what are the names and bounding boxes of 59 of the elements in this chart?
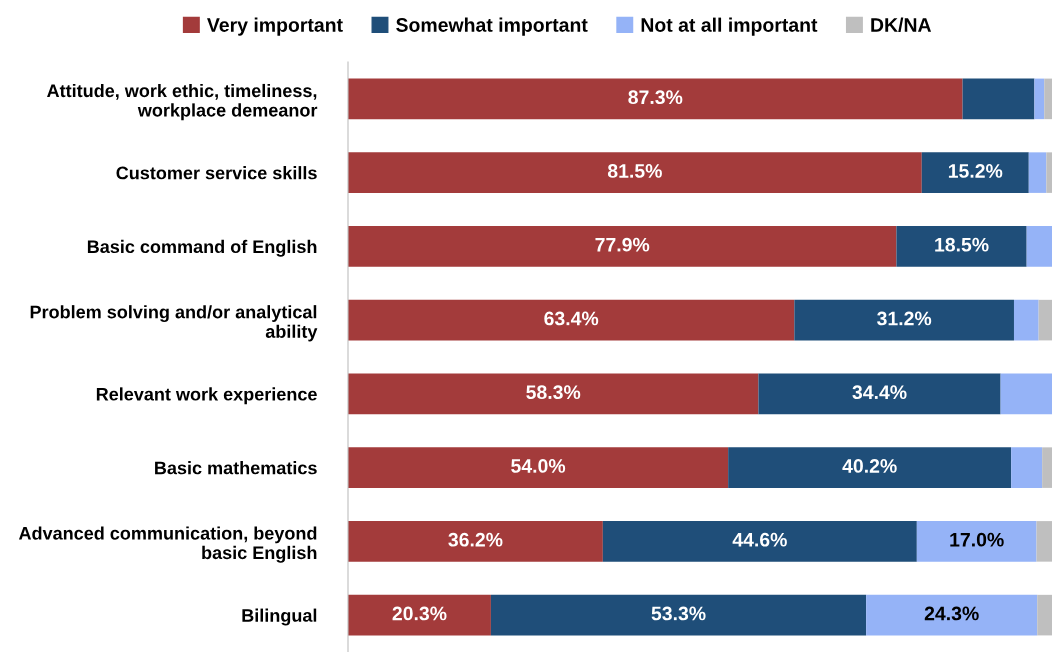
bar — [1037, 594, 1052, 636]
bar — [1036, 521, 1052, 562]
y-tick-label: Attitude, work ethic, timeliness, workplace demeanor — [47, 83, 318, 121]
bar — [728, 447, 1012, 488]
data-label: 58.3% — [526, 385, 581, 400]
data-label: 54.0% — [511, 459, 566, 473]
bar — [1044, 78, 1052, 120]
y-tick-label: Customer service skills — [116, 166, 317, 180]
data-label: 20.3% — [392, 606, 447, 621]
data-label: 63.4% — [544, 311, 599, 326]
legend-label: Not at all important — [641, 17, 818, 36]
bar — [1011, 447, 1043, 488]
bar — [1042, 447, 1052, 488]
data-label: 17.0% — [950, 532, 1004, 547]
legend-label: Very important — [207, 17, 343, 36]
bar — [348, 447, 729, 488]
bar — [1038, 299, 1052, 341]
data-label: 87.3% — [628, 90, 683, 105]
bar — [348, 152, 922, 193]
y-tick-label: Advanced communication, beyond basic English — [18, 526, 317, 563]
bar — [794, 299, 1014, 341]
bar — [348, 594, 491, 636]
bar — [962, 78, 1035, 120]
data-label: 44.6% — [732, 532, 787, 547]
bar — [490, 594, 867, 636]
y-tick-label: Problem solving and/or analytical ability — [30, 305, 318, 342]
bar — [916, 521, 1037, 562]
bar — [348, 373, 759, 415]
bar — [896, 226, 1027, 267]
data-label: 53.3% — [651, 606, 706, 621]
bar — [348, 299, 795, 341]
y-tick-label: Relevant work experience — [96, 387, 317, 405]
bar — [921, 152, 1029, 193]
bar — [1000, 373, 1052, 415]
data-label: 18.5% — [935, 237, 989, 252]
bar — [1046, 152, 1052, 193]
data-label: 81.5% — [607, 164, 662, 178]
data-label: 31.2% — [877, 311, 932, 326]
data-label: 15.2% — [948, 164, 1003, 178]
data-label: 36.2% — [448, 532, 503, 547]
legend-label: DK/NA — [871, 17, 932, 33]
y-tick-label: Bilingual — [242, 608, 317, 626]
bar — [348, 78, 963, 120]
bar — [758, 373, 1001, 415]
y-tick-label: Basic mathematics — [155, 461, 317, 475]
data-label: 77.9% — [595, 237, 650, 252]
data-label: 40.2% — [842, 459, 897, 473]
legend-label: Somewhat important — [396, 17, 588, 36]
bar — [1013, 299, 1039, 341]
bar — [348, 521, 603, 562]
data-label: 24.3% — [924, 606, 979, 621]
y-tick-label: Basic command of English — [87, 239, 317, 257]
bar — [348, 226, 897, 267]
bar — [866, 594, 1038, 636]
bar — [1028, 152, 1047, 193]
bar — [1026, 226, 1052, 267]
bar — [602, 521, 917, 562]
bar — [1034, 78, 1045, 120]
data-label: 34.4% — [852, 385, 907, 400]
